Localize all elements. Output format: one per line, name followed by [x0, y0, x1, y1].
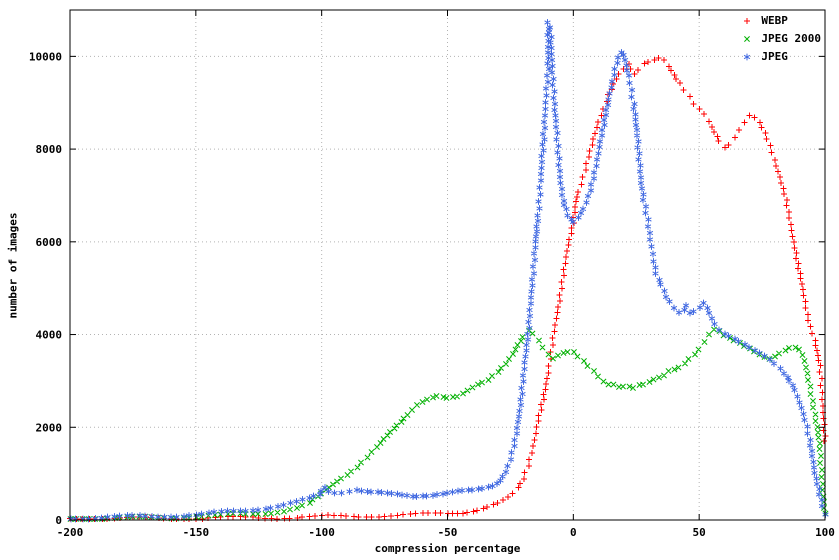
x-tick-label: 0 [570, 526, 577, 539]
y-tick-label: 8000 [36, 143, 63, 156]
legend-item-jpeg-2000: JPEG 2000 [740, 30, 821, 47]
jpeg-2000-marker-icon [744, 35, 751, 42]
legend-label: WEBP [761, 14, 788, 27]
legend-label: JPEG [761, 50, 788, 63]
legend-label: JPEG 2000 [761, 32, 821, 45]
legend-item-webp: WEBP [740, 12, 821, 29]
x-tick-label: -100 [308, 526, 335, 539]
series-jpeg-points [67, 19, 829, 523]
legend: WEBP JPEG 2000 JPEG [740, 12, 821, 65]
y-tick-label: 0 [55, 514, 62, 527]
x-tick-label: -150 [183, 526, 210, 539]
y-tick-label: 10000 [29, 50, 62, 63]
x-tick-label: 50 [693, 526, 706, 539]
y-tick-label: 4000 [36, 329, 63, 342]
jpeg-marker-icon [744, 53, 751, 60]
y-tick-label: 2000 [36, 421, 63, 434]
legend-item-jpeg: JPEG [740, 48, 821, 65]
x-tick-label: -50 [438, 526, 458, 539]
y-tick-label: 6000 [36, 236, 63, 249]
x-axis-label: compression percentage [374, 542, 521, 555]
x-tick-label: -200 [57, 526, 84, 539]
y-axis-label-wrap: number of images [0, 0, 26, 530]
y-axis-label: number of images [6, 212, 20, 318]
webp-marker-icon [744, 17, 751, 24]
series-webp-points [67, 55, 829, 522]
x-tick-label: 100 [815, 526, 835, 539]
